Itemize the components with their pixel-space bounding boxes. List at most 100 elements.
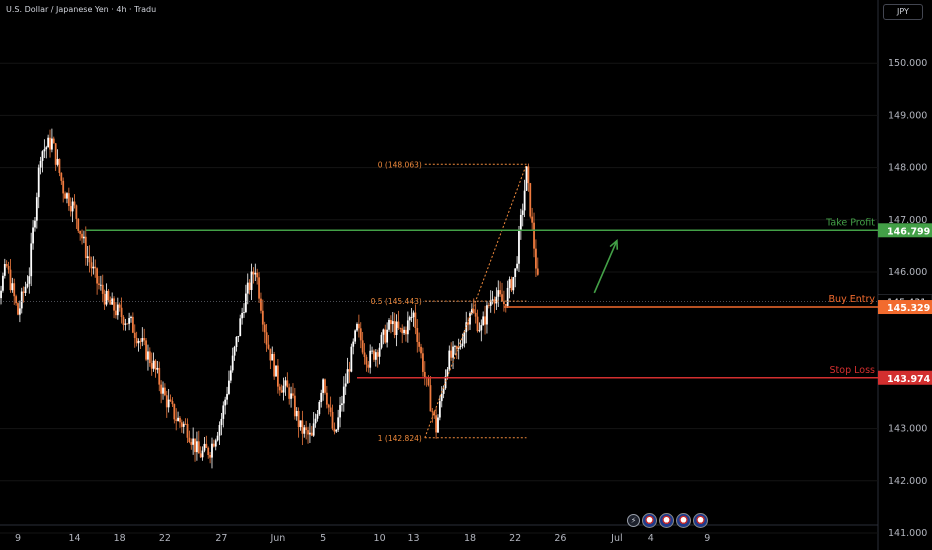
- candle: [169, 399, 172, 402]
- candle: [30, 243, 33, 277]
- candle: [145, 340, 147, 360]
- candle: [51, 138, 53, 150]
- candle: [20, 291, 23, 309]
- candle: [269, 348, 272, 361]
- y-tick-label: 143.000: [888, 424, 927, 435]
- candle: [199, 453, 202, 458]
- candle: [188, 437, 191, 443]
- candle: [431, 411, 434, 413]
- candle: [229, 370, 232, 381]
- candle: [143, 338, 146, 341]
- currency-selector[interactable]: JPY: [883, 4, 923, 20]
- candle: [416, 327, 419, 342]
- candle: [288, 387, 291, 399]
- x-tick-label: 13: [407, 533, 419, 544]
- candle: [399, 327, 402, 329]
- candle: [474, 312, 477, 317]
- candle: [314, 418, 317, 424]
- candle: [118, 304, 121, 308]
- candle: [320, 392, 323, 402]
- candle: [173, 404, 176, 420]
- candle: [137, 340, 140, 344]
- candle: [184, 423, 187, 425]
- y-tick-label: 149.000: [888, 110, 927, 121]
- candle: [433, 411, 436, 416]
- y-tick-label: 146.000: [888, 267, 927, 278]
- candle: [350, 346, 353, 372]
- us-event-icon[interactable]: [642, 513, 657, 528]
- candle: [356, 323, 358, 331]
- x-tick-label: 22: [509, 533, 521, 544]
- candle: [34, 220, 36, 228]
- candle: [305, 427, 308, 431]
- candle: [478, 330, 481, 332]
- candle: [519, 214, 522, 231]
- candle: [535, 248, 537, 269]
- candle: [516, 263, 518, 269]
- fib-trend-line[interactable]: [424, 164, 527, 438]
- candle: [487, 305, 490, 307]
- fib-level-label: 1 (142.824): [378, 434, 422, 443]
- candle: [290, 393, 292, 399]
- candle: [412, 312, 415, 318]
- candle: [250, 271, 253, 291]
- candle: [484, 316, 486, 325]
- us-event-icon[interactable]: [659, 513, 674, 528]
- candle: [116, 304, 119, 316]
- candle: [226, 393, 228, 400]
- candle: [280, 390, 283, 393]
- candle: [148, 351, 151, 364]
- candle: [423, 371, 426, 377]
- candle: [150, 363, 153, 369]
- candle: [325, 392, 328, 405]
- candle: [331, 411, 334, 429]
- candle: [440, 393, 443, 402]
- take-profit-price-tag: [878, 223, 932, 238]
- candle: [393, 321, 396, 336]
- candle: [403, 329, 405, 334]
- flash-icon[interactable]: ⚡: [627, 514, 640, 527]
- x-tick-label: 22: [159, 533, 171, 544]
- projection-arrow[interactable]: [593, 240, 618, 294]
- candle: [310, 432, 313, 436]
- candle: [438, 401, 441, 418]
- candle: [37, 167, 40, 198]
- candle: [26, 283, 29, 287]
- candle: [467, 322, 470, 325]
- candle: [92, 266, 95, 269]
- candle: [17, 303, 19, 315]
- us-event-icon[interactable]: [693, 513, 708, 528]
- candle: [501, 294, 503, 302]
- candle: [514, 268, 517, 278]
- candle: [391, 321, 394, 325]
- candle: [103, 293, 106, 305]
- candle: [83, 236, 85, 239]
- candle: [470, 309, 473, 314]
- candle: [344, 383, 347, 387]
- candle: [167, 399, 170, 408]
- stop-loss-label: Stop Loss: [830, 365, 876, 376]
- candle: [422, 353, 424, 372]
- stop-loss-price-label: 143.974: [887, 374, 931, 385]
- candle: [220, 418, 223, 425]
- candle: [309, 432, 311, 435]
- candle: [324, 379, 326, 393]
- candle: [327, 404, 330, 408]
- candle: [303, 427, 306, 434]
- us-event-icon[interactable]: [676, 513, 691, 528]
- x-tick-label: 9: [704, 533, 710, 544]
- candle: [147, 351, 149, 360]
- candle: [211, 443, 213, 458]
- y-tick-label: 148.000: [888, 163, 927, 174]
- candle: [58, 158, 61, 173]
- candle: [414, 312, 417, 328]
- candle: [162, 387, 164, 394]
- fib-level-label: 0 (148.063): [378, 160, 422, 169]
- candle: [111, 298, 114, 305]
- x-tick-label: 18: [114, 533, 126, 544]
- candle: [352, 341, 355, 347]
- candle: [71, 201, 74, 212]
- candle: [158, 367, 161, 385]
- candle: [49, 137, 51, 150]
